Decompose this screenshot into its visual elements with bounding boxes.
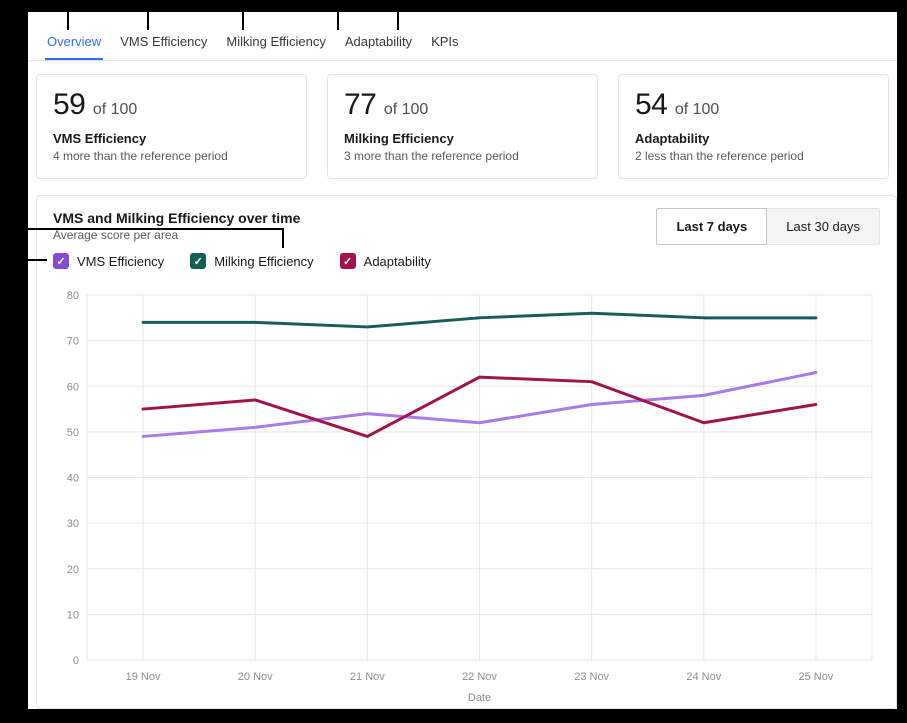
- svg-text:23 Nov: 23 Nov: [574, 671, 609, 683]
- callout-line: [67, 12, 69, 30]
- date-range-toggle: Last 7 days Last 30 days: [656, 208, 880, 245]
- svg-text:30: 30: [67, 518, 79, 530]
- stat-note: 4 more than the reference period: [53, 149, 228, 163]
- tab-milking-efficiency[interactable]: Milking Efficiency: [226, 34, 326, 49]
- tabs-divider: [28, 60, 897, 61]
- legend-item-adaptability[interactable]: ✓ Adaptability: [339, 253, 431, 269]
- chart-subtitle: Average score per area: [53, 228, 179, 242]
- stat-value: 77: [344, 88, 377, 121]
- svg-text:60: 60: [67, 381, 79, 393]
- svg-text:22 Nov: 22 Nov: [462, 671, 497, 683]
- callout-line: [147, 12, 149, 30]
- stat-note: 3 more than the reference period: [344, 149, 519, 163]
- tab-vms-efficiency[interactable]: VMS Efficiency: [120, 34, 208, 49]
- stat-label: Milking Efficiency: [344, 131, 454, 146]
- svg-text:25 Nov: 25 Nov: [798, 671, 833, 683]
- callout-line: [28, 228, 284, 230]
- callout-line: [397, 12, 399, 30]
- checkbox-checked-icon[interactable]: ✓: [339, 253, 356, 269]
- stat-suffix: of 100: [383, 101, 429, 118]
- stat-value-row: 59 of 100: [53, 88, 290, 122]
- tab-kpis[interactable]: KPIs: [431, 34, 459, 49]
- stat-value-row: 77 of 100: [344, 88, 581, 122]
- stat-value-row: 54 of 100: [635, 88, 872, 122]
- legend-item-vms-efficiency[interactable]: ✓ VMS Efficiency: [53, 253, 164, 269]
- svg-text:20 Nov: 20 Nov: [238, 671, 273, 683]
- svg-text:21 Nov: 21 Nov: [350, 671, 385, 683]
- callout-line: [337, 12, 339, 30]
- stat-label: Adaptability: [635, 131, 710, 146]
- stat-note: 2 less than the reference period: [635, 149, 804, 163]
- checkbox-checked-icon[interactable]: ✓: [53, 253, 69, 269]
- stat-card-vms-efficiency: 59 of 100 VMS Efficiency 4 more than the…: [36, 74, 307, 179]
- callout-line: [242, 12, 244, 30]
- svg-text:10: 10: [67, 609, 79, 621]
- legend-label: VMS Efficiency: [77, 253, 165, 269]
- svg-text:40: 40: [67, 473, 79, 485]
- chart-header: VMS and Milking Efficiency over time Ave…: [53, 208, 880, 245]
- svg-text:50: 50: [67, 427, 79, 439]
- range-last-7-days-button[interactable]: Last 7 days: [656, 208, 768, 245]
- content-panel: Overview VMS Efficiency Milking Efficien…: [28, 12, 897, 709]
- chart-card: VMS and Milking Efficiency over time Ave…: [36, 195, 897, 709]
- svg-text:80: 80: [67, 290, 79, 302]
- svg-text:20: 20: [67, 564, 79, 576]
- stat-cards-row: 59 of 100 VMS Efficiency 4 more than the…: [28, 61, 897, 179]
- legend-label: Milking Efficiency: [214, 253, 314, 269]
- checkbox-checked-icon[interactable]: ✓: [190, 253, 207, 269]
- tab-bar: Overview VMS Efficiency Milking Efficien…: [28, 12, 897, 60]
- callout-line: [28, 259, 47, 261]
- legend-item-milking-efficiency[interactable]: ✓ Milking Efficiency: [190, 253, 314, 269]
- callout-line: [282, 228, 284, 248]
- chart-legend: ✓ VMS Efficiency ✓ Milking Efficiency ✓ …: [53, 253, 880, 269]
- stat-suffix: of 100: [674, 101, 720, 118]
- svg-text:0: 0: [73, 655, 79, 667]
- stat-label: VMS Efficiency: [53, 131, 147, 146]
- stat-suffix: of 100: [92, 101, 138, 118]
- range-last-30-days-button[interactable]: Last 30 days: [767, 208, 880, 245]
- svg-text:24 Nov: 24 Nov: [686, 671, 721, 683]
- stat-value: 59: [53, 88, 86, 121]
- chart-title-block: VMS and Milking Efficiency over time Ave…: [53, 210, 300, 242]
- svg-text:Date: Date: [468, 692, 491, 704]
- efficiency-line-chart: 0 10 20 30 40 50 60 70 80 19 Nov 20 Nov 21 Nov 22 No…: [67, 290, 873, 704]
- stat-card-milking-efficiency: 77 of 100 Milking Efficiency 3 more than…: [327, 74, 598, 179]
- stat-value: 54: [635, 88, 668, 121]
- stat-card-adaptability: 54 of 100 Adaptability 2 less than the r…: [618, 74, 889, 179]
- tab-adaptability[interactable]: Adaptability: [344, 34, 413, 49]
- tab-overview[interactable]: Overview: [45, 34, 104, 60]
- svg-text:70: 70: [67, 336, 79, 348]
- svg-text:19 Nov: 19 Nov: [126, 671, 161, 683]
- legend-label: Adaptability: [363, 253, 431, 269]
- chart-title: VMS and Milking Efficiency over time: [53, 210, 301, 226]
